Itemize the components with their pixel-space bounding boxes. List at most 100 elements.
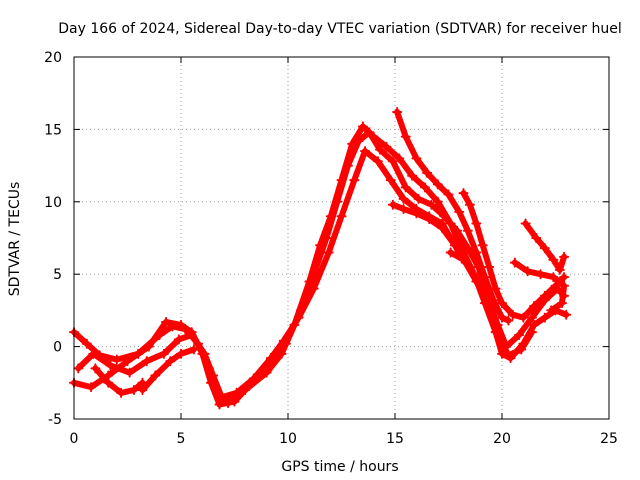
data-point	[323, 247, 334, 258]
data-point	[293, 312, 304, 323]
data-point	[394, 153, 405, 164]
data-point	[471, 247, 482, 258]
data-point	[176, 348, 186, 359]
data-point	[167, 321, 178, 332]
data-point	[529, 301, 540, 312]
data-point	[531, 233, 542, 243]
data-point	[454, 206, 465, 217]
data-point	[381, 141, 392, 152]
y-tick-label: -5	[48, 412, 62, 428]
data-point	[458, 188, 469, 199]
data-point	[400, 182, 411, 193]
data-point	[432, 196, 443, 207]
data-point	[364, 127, 375, 138]
chart-title: Day 166 of 2024, Sidereal Day-to-day VTE…	[58, 21, 621, 37]
data-point	[529, 319, 540, 330]
data-point	[539, 243, 550, 254]
data-point	[154, 330, 165, 341]
data-point	[400, 131, 411, 142]
data-point	[103, 377, 114, 388]
data-point	[458, 254, 469, 265]
data-point	[180, 324, 191, 335]
data-point	[105, 360, 116, 371]
data-point	[128, 385, 139, 396]
data-point	[321, 233, 332, 243]
data-point	[477, 240, 488, 251]
y-axis-label: SDTVAR / TECUs	[7, 182, 23, 297]
data-point	[526, 312, 537, 323]
data-point	[248, 373, 259, 384]
data-point	[214, 399, 225, 410]
data-point	[452, 225, 463, 236]
x-tick-label: 25	[600, 431, 618, 447]
data-point	[546, 305, 557, 316]
data-point	[554, 264, 565, 275]
data-point	[407, 170, 418, 181]
data-point	[81, 338, 92, 349]
data-point	[503, 315, 514, 326]
data-point	[439, 211, 450, 222]
data-point	[488, 295, 499, 306]
data-point	[90, 363, 101, 374]
data-point	[520, 218, 531, 229]
data-point	[516, 344, 527, 355]
data-point	[556, 298, 567, 309]
data-point	[497, 312, 507, 323]
series-track-4	[392, 107, 514, 326]
data-point	[265, 353, 276, 364]
x-tick-label: 20	[493, 431, 511, 447]
x-tick-label: 15	[386, 431, 404, 447]
x-tick-label: 10	[279, 431, 297, 447]
data-point	[387, 199, 398, 210]
data-point	[385, 175, 396, 186]
data-point	[199, 348, 210, 359]
series-track-5	[458, 188, 570, 323]
data-point	[332, 196, 343, 207]
y-tick-label: 15	[44, 122, 62, 138]
data-point	[141, 356, 152, 367]
data-point	[387, 156, 398, 167]
data-point	[437, 222, 448, 233]
y-tick-label: 5	[53, 267, 62, 283]
data-point	[432, 179, 443, 190]
data-point	[231, 387, 242, 398]
data-point	[471, 276, 482, 287]
data-point	[188, 344, 199, 355]
data-point	[507, 309, 518, 320]
data-point	[308, 269, 319, 280]
data-point	[357, 121, 368, 132]
data-point	[173, 334, 184, 345]
data-point	[484, 261, 495, 272]
data-point	[336, 211, 347, 222]
series-track-8	[90, 363, 148, 398]
grid-lines	[74, 57, 609, 419]
data-point	[535, 269, 546, 280]
data-point	[88, 348, 99, 359]
data-point	[509, 257, 520, 268]
data-point	[161, 316, 172, 327]
y-tick-label: 10	[44, 195, 62, 211]
data-series	[69, 107, 572, 410]
data-point	[422, 167, 433, 178]
data-point	[86, 382, 97, 393]
data-point	[223, 398, 234, 409]
data-point	[494, 334, 505, 345]
data-point	[165, 356, 176, 367]
data-point	[353, 135, 364, 146]
data-point	[278, 335, 289, 346]
data-point	[398, 204, 409, 215]
data-point	[426, 199, 437, 210]
series-track-9	[387, 199, 469, 265]
data-point	[539, 312, 550, 323]
data-point	[559, 272, 570, 283]
data-point	[411, 208, 422, 219]
y-tick-label: 20	[44, 50, 62, 66]
data-point	[559, 251, 570, 262]
data-point	[419, 182, 430, 193]
data-point	[539, 290, 550, 301]
data-point	[490, 283, 501, 294]
data-point	[133, 348, 144, 359]
data-point	[550, 280, 561, 291]
x-tick-label: 5	[177, 431, 186, 447]
data-point	[484, 301, 495, 312]
